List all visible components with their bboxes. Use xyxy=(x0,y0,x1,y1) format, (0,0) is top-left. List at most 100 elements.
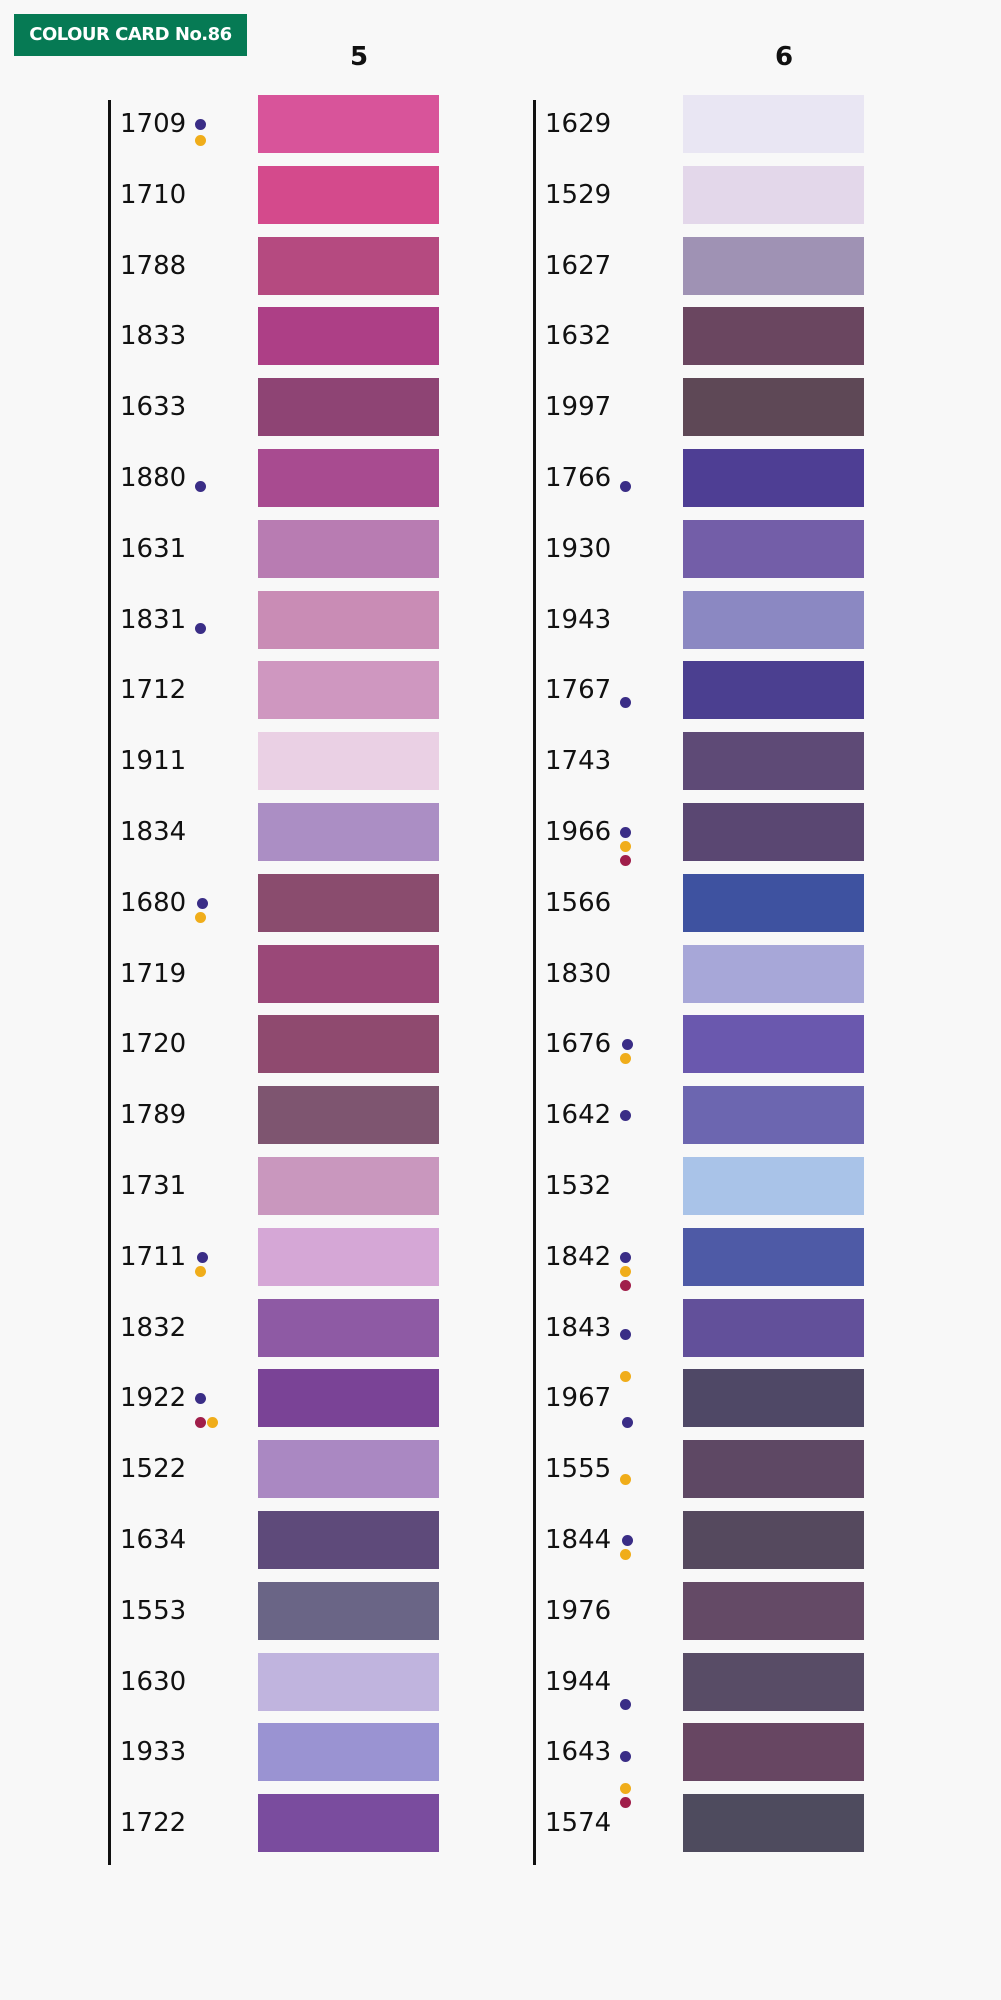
shade-code: 1632 xyxy=(545,321,612,352)
shade-code: 1529 xyxy=(545,179,612,210)
shade-code: 1720 xyxy=(120,1029,187,1060)
colour-swatch xyxy=(683,1652,864,1711)
colour-swatch xyxy=(258,802,439,861)
colour-swatch xyxy=(258,307,439,366)
column-divider-left xyxy=(108,100,111,1865)
colour-swatch xyxy=(683,307,864,366)
yellow-dot-icon xyxy=(195,911,206,923)
navy-dot-icon xyxy=(197,1251,208,1263)
navy-dot-icon xyxy=(620,1251,631,1263)
colour-swatch xyxy=(683,1369,864,1428)
yellow-dot-icon xyxy=(620,1053,631,1065)
colour-swatch xyxy=(258,1298,439,1357)
colour-swatch xyxy=(258,1015,439,1074)
crimson-dot-icon xyxy=(620,854,631,866)
shade-code: 1944 xyxy=(545,1666,612,1697)
navy-dot-icon xyxy=(620,826,631,838)
colour-swatch xyxy=(258,732,439,791)
colour-swatch xyxy=(683,165,864,224)
navy-dot-icon xyxy=(620,1328,631,1340)
colour-swatch xyxy=(258,1510,439,1569)
navy-dot-icon xyxy=(195,480,206,492)
shade-code: 1634 xyxy=(120,1524,187,1555)
colour-swatch xyxy=(258,1794,439,1853)
colour-swatch xyxy=(683,95,864,153)
colour-swatch xyxy=(683,661,864,720)
colour-swatch xyxy=(258,1086,439,1145)
colour-swatch xyxy=(258,1369,439,1428)
shade-code: 1943 xyxy=(545,604,612,635)
shade-code: 1555 xyxy=(545,1454,612,1485)
yellow-dot-icon xyxy=(620,1548,631,1560)
yellow-dot-icon xyxy=(620,1474,631,1486)
shade-code: 1633 xyxy=(120,392,187,423)
colour-swatch xyxy=(683,1794,864,1853)
shade-code: 1976 xyxy=(545,1595,612,1626)
shade-code: 1629 xyxy=(545,109,612,139)
shade-code: 1789 xyxy=(120,1100,187,1131)
shade-code: 1922 xyxy=(120,1383,187,1414)
colour-swatch xyxy=(258,661,439,720)
shade-code: 1880 xyxy=(120,462,187,493)
shade-code: 1719 xyxy=(120,958,187,989)
colour-swatch xyxy=(683,378,864,437)
shade-code: 1574 xyxy=(545,1808,612,1839)
shade-code: 1643 xyxy=(545,1737,612,1768)
yellow-dot-icon xyxy=(195,135,206,146)
shade-code: 1642 xyxy=(545,1100,612,1131)
navy-dot-icon xyxy=(195,1393,206,1405)
colour-swatch xyxy=(258,1156,439,1215)
shade-code: 1766 xyxy=(545,462,612,493)
colour-swatch xyxy=(683,448,864,507)
crimson-dot-icon xyxy=(195,1417,206,1429)
colour-swatch xyxy=(683,1227,864,1286)
colour-swatch xyxy=(258,1652,439,1711)
yellow-dot-icon xyxy=(620,1370,631,1382)
navy-dot-icon xyxy=(622,1039,633,1051)
shade-code: 1833 xyxy=(120,321,187,352)
navy-dot-icon xyxy=(620,1751,631,1763)
colour-swatch xyxy=(683,1015,864,1074)
shade-code: 1522 xyxy=(120,1454,187,1485)
shade-code: 1722 xyxy=(120,1808,187,1839)
colour-swatch xyxy=(683,236,864,295)
colour-swatch xyxy=(258,448,439,507)
navy-dot-icon xyxy=(622,1534,633,1546)
shade-code: 1680 xyxy=(120,887,187,918)
shade-code: 1767 xyxy=(545,675,612,706)
shade-code: 1788 xyxy=(120,250,187,281)
colour-swatch xyxy=(258,1227,439,1286)
colour-swatch xyxy=(683,944,864,1003)
colour-swatch xyxy=(683,1440,864,1499)
shade-code: 1711 xyxy=(120,1241,187,1272)
shade-code: 1911 xyxy=(120,746,187,777)
crimson-dot-icon xyxy=(620,1279,631,1291)
colour-swatch xyxy=(258,1581,439,1640)
shade-code: 1627 xyxy=(545,250,612,281)
shade-code: 1930 xyxy=(545,533,612,564)
colour-swatch xyxy=(258,873,439,932)
shade-code: 1566 xyxy=(545,887,612,918)
shade-code: 1712 xyxy=(120,675,187,706)
shade-code: 1532 xyxy=(545,1170,612,1201)
shade-code: 1709 xyxy=(120,109,187,139)
shade-code: 1844 xyxy=(545,1524,612,1555)
colour-swatch xyxy=(258,378,439,437)
shade-code: 1834 xyxy=(120,816,187,847)
colour-swatch xyxy=(683,1723,864,1782)
colour-swatch xyxy=(258,944,439,1003)
colour-swatch xyxy=(683,1581,864,1640)
shade-code: 1830 xyxy=(545,958,612,989)
column-divider-right xyxy=(533,100,536,1865)
navy-dot-icon xyxy=(620,1698,631,1710)
colour-swatch xyxy=(683,873,864,932)
navy-dot-icon xyxy=(620,1110,631,1122)
colour-swatch xyxy=(258,95,439,153)
column-heading-5: 5 xyxy=(349,42,369,72)
shade-code: 1676 xyxy=(545,1029,612,1060)
colour-swatch xyxy=(258,236,439,295)
colour-swatch xyxy=(258,1723,439,1782)
navy-dot-icon xyxy=(620,480,631,492)
yellow-dot-icon xyxy=(620,840,631,852)
shade-code: 1966 xyxy=(545,816,612,847)
